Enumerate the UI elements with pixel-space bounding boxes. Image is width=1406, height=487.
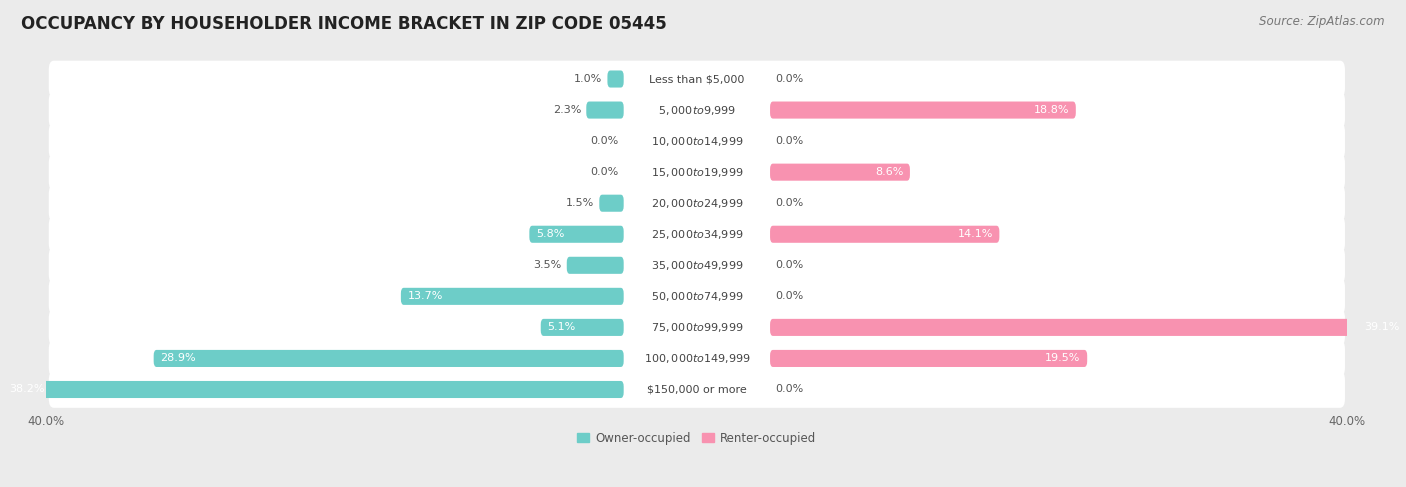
Text: 0.0%: 0.0% — [775, 291, 803, 301]
FancyBboxPatch shape — [541, 319, 624, 336]
Text: $50,000 to $74,999: $50,000 to $74,999 — [651, 290, 744, 303]
Text: 0.0%: 0.0% — [591, 167, 619, 177]
FancyBboxPatch shape — [770, 164, 910, 181]
Text: 0.0%: 0.0% — [775, 136, 803, 146]
Text: $150,000 or more: $150,000 or more — [647, 385, 747, 394]
Text: 38.2%: 38.2% — [8, 385, 45, 394]
Text: 18.8%: 18.8% — [1033, 105, 1070, 115]
FancyBboxPatch shape — [153, 350, 624, 367]
FancyBboxPatch shape — [49, 371, 1346, 408]
FancyBboxPatch shape — [49, 92, 1346, 129]
Text: OCCUPANCY BY HOUSEHOLDER INCOME BRACKET IN ZIP CODE 05445: OCCUPANCY BY HOUSEHOLDER INCOME BRACKET … — [21, 15, 666, 33]
Text: 28.9%: 28.9% — [160, 354, 195, 363]
Text: 2.3%: 2.3% — [553, 105, 582, 115]
Text: Source: ZipAtlas.com: Source: ZipAtlas.com — [1260, 15, 1385, 28]
FancyBboxPatch shape — [49, 247, 1346, 283]
Text: 39.1%: 39.1% — [1364, 322, 1399, 333]
Text: 1.5%: 1.5% — [567, 198, 595, 208]
FancyBboxPatch shape — [49, 123, 1346, 159]
FancyBboxPatch shape — [49, 309, 1346, 346]
Text: 1.0%: 1.0% — [574, 74, 603, 84]
Text: $20,000 to $24,999: $20,000 to $24,999 — [651, 197, 744, 210]
Text: 0.0%: 0.0% — [775, 385, 803, 394]
FancyBboxPatch shape — [770, 319, 1406, 336]
Text: 0.0%: 0.0% — [775, 260, 803, 270]
FancyBboxPatch shape — [49, 216, 1346, 253]
FancyBboxPatch shape — [401, 288, 624, 305]
FancyBboxPatch shape — [529, 225, 624, 243]
Text: 3.5%: 3.5% — [534, 260, 562, 270]
FancyBboxPatch shape — [49, 185, 1346, 222]
Text: $5,000 to $9,999: $5,000 to $9,999 — [658, 104, 735, 116]
Text: 0.0%: 0.0% — [591, 136, 619, 146]
Text: $15,000 to $19,999: $15,000 to $19,999 — [651, 166, 744, 179]
Text: 5.8%: 5.8% — [536, 229, 564, 239]
Text: $75,000 to $99,999: $75,000 to $99,999 — [651, 321, 744, 334]
Text: $10,000 to $14,999: $10,000 to $14,999 — [651, 134, 744, 148]
Text: $35,000 to $49,999: $35,000 to $49,999 — [651, 259, 744, 272]
Text: 0.0%: 0.0% — [775, 74, 803, 84]
Text: 14.1%: 14.1% — [957, 229, 993, 239]
Text: 5.1%: 5.1% — [547, 322, 575, 333]
FancyBboxPatch shape — [3, 381, 624, 398]
FancyBboxPatch shape — [770, 101, 1076, 119]
FancyBboxPatch shape — [599, 195, 624, 212]
FancyBboxPatch shape — [607, 71, 624, 88]
FancyBboxPatch shape — [586, 101, 624, 119]
Text: 8.6%: 8.6% — [875, 167, 904, 177]
FancyBboxPatch shape — [770, 350, 1087, 367]
FancyBboxPatch shape — [49, 154, 1346, 190]
Text: Less than $5,000: Less than $5,000 — [650, 74, 745, 84]
FancyBboxPatch shape — [567, 257, 624, 274]
Text: $100,000 to $149,999: $100,000 to $149,999 — [644, 352, 751, 365]
FancyBboxPatch shape — [770, 225, 1000, 243]
Legend: Owner-occupied, Renter-occupied: Owner-occupied, Renter-occupied — [572, 427, 821, 450]
Text: 13.7%: 13.7% — [408, 291, 443, 301]
Text: $25,000 to $34,999: $25,000 to $34,999 — [651, 228, 744, 241]
FancyBboxPatch shape — [49, 278, 1346, 315]
FancyBboxPatch shape — [49, 61, 1346, 97]
Text: 0.0%: 0.0% — [775, 198, 803, 208]
FancyBboxPatch shape — [49, 340, 1346, 377]
Text: 19.5%: 19.5% — [1045, 354, 1081, 363]
